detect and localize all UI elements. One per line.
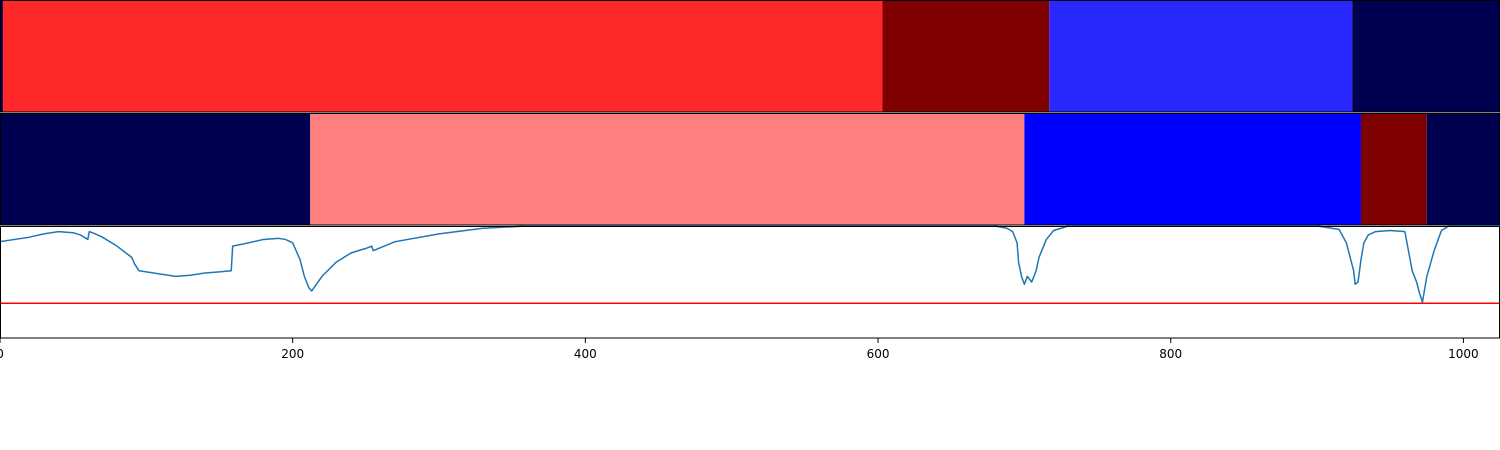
track-2-segment-2 xyxy=(310,113,1025,225)
track-2-segment-4 xyxy=(1360,113,1427,225)
x-tick-label-1000: 1000 xyxy=(1448,347,1479,361)
series-line xyxy=(0,225,1500,303)
track-1-segment-1 xyxy=(0,0,3,112)
line-panel xyxy=(0,225,1500,338)
x-tick-label-400: 400 xyxy=(574,347,597,361)
x-tick-label-200: 200 xyxy=(281,347,304,361)
track-2-segment-5 xyxy=(1426,113,1500,225)
segment-track-1 xyxy=(0,0,1500,112)
track-1-segment-3 xyxy=(882,0,1050,112)
track-1-segment-4 xyxy=(1049,0,1353,112)
x-tick-label-600: 600 xyxy=(867,347,890,361)
x-axis: 0 200 400 600 800 1000 xyxy=(0,338,1479,361)
x-tick-label-0: 0 xyxy=(0,347,4,361)
track-2-segment-3 xyxy=(1024,113,1361,225)
track-2-segment-1 xyxy=(0,113,311,225)
line-panel-background xyxy=(0,226,1500,338)
segment-track-2 xyxy=(0,113,1500,225)
track-1-segment-5 xyxy=(1352,0,1500,112)
track-1-segment-2 xyxy=(2,0,883,112)
x-tick-label-800: 800 xyxy=(1159,347,1182,361)
